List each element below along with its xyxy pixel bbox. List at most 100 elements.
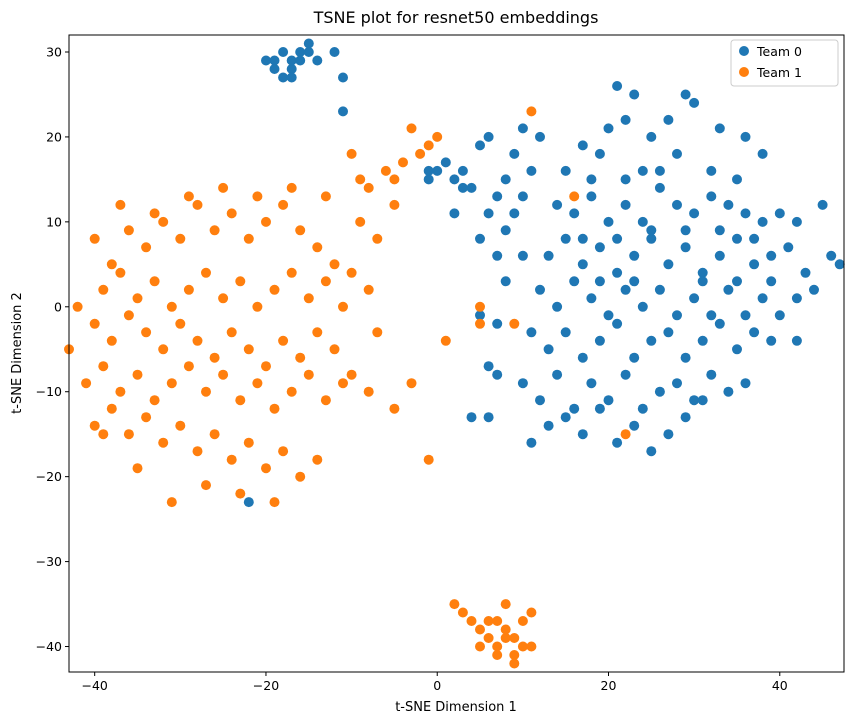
- y-tick-label: 20: [46, 129, 62, 144]
- x-tick-label: 40: [772, 678, 788, 693]
- point-team-1-129: [492, 650, 503, 660]
- point-team-0-55: [569, 208, 580, 219]
- point-team-0-96: [672, 310, 682, 321]
- point-team-1-40: [209, 352, 220, 363]
- point-team-0-78: [697, 267, 708, 278]
- point-team-0-48: [714, 123, 725, 134]
- point-team-1-44: [278, 335, 289, 346]
- point-team-1-78: [166, 497, 177, 508]
- point-team-0-122: [535, 395, 545, 406]
- point-team-1-94: [389, 199, 400, 210]
- point-team-0-92: [603, 310, 614, 321]
- point-team-1-72: [226, 454, 237, 465]
- x-tick-label: −40: [81, 678, 107, 693]
- point-team-1-15: [346, 267, 357, 278]
- y-tick-label: 30: [46, 44, 62, 59]
- point-team-1-127: [526, 607, 537, 618]
- point-team-0-67: [774, 208, 785, 219]
- point-team-0-43: [603, 123, 614, 134]
- point-team-1-76: [295, 471, 306, 482]
- point-team-0-60: [654, 182, 665, 193]
- point-team-0-45: [646, 131, 657, 142]
- point-team-0-151: [475, 310, 485, 321]
- point-team-0-76: [663, 259, 674, 270]
- point-team-0-87: [834, 259, 845, 270]
- point-team-1-112: [475, 318, 485, 329]
- point-team-1-119: [457, 607, 468, 618]
- point-team-1-98: [415, 148, 426, 159]
- point-team-0-170: [732, 276, 742, 287]
- point-team-0-167: [594, 276, 605, 287]
- y-tick-label: −10: [36, 384, 62, 399]
- point-team-0-18: [440, 157, 451, 168]
- point-team-1-52: [149, 395, 160, 406]
- point-team-1-105: [346, 369, 357, 380]
- point-team-0-138: [577, 429, 588, 440]
- point-team-0-47: [689, 97, 700, 108]
- point-team-1-21: [183, 284, 194, 295]
- point-team-0-20: [457, 165, 468, 176]
- point-team-1-9: [243, 233, 254, 244]
- point-team-0-26: [423, 165, 434, 176]
- point-team-1-38: [175, 318, 186, 329]
- point-team-1-80: [235, 488, 246, 499]
- point-team-1-135: [526, 641, 537, 652]
- point-team-0-117: [732, 344, 742, 355]
- point-team-0-146: [483, 412, 494, 423]
- point-team-0-40: [500, 276, 511, 287]
- point-team-0-85: [817, 199, 828, 210]
- point-team-0-7: [295, 55, 306, 66]
- point-team-0-64: [723, 199, 734, 210]
- point-team-1-8: [226, 208, 237, 219]
- point-team-1-125: [509, 633, 520, 643]
- point-team-0-65: [740, 208, 751, 219]
- point-team-0-15: [261, 55, 271, 66]
- point-team-0-34: [483, 208, 494, 219]
- point-team-1-46: [312, 327, 323, 338]
- point-team-1-58: [252, 378, 263, 389]
- point-team-0-100: [740, 310, 751, 321]
- point-team-1-91: [320, 191, 331, 202]
- point-team-0-90: [569, 276, 580, 287]
- legend-box: [730, 39, 839, 87]
- point-team-0-141: [629, 420, 640, 431]
- point-team-0-59: [637, 216, 648, 227]
- y-tick-label: 0: [54, 299, 62, 314]
- point-team-1-49: [98, 361, 109, 372]
- point-team-0-123: [552, 369, 563, 380]
- point-team-0-144: [680, 412, 691, 423]
- point-team-1-12: [295, 225, 306, 236]
- point-team-1-25: [252, 301, 263, 312]
- point-team-1-132: [483, 616, 494, 626]
- point-team-0-5: [286, 55, 297, 66]
- point-team-0-28: [535, 131, 545, 142]
- point-team-0-69: [543, 250, 554, 261]
- point-team-1-48: [81, 378, 92, 389]
- point-team-0-8: [269, 64, 280, 74]
- point-team-1-96: [380, 165, 391, 176]
- point-team-0-11: [329, 47, 340, 57]
- point-team-1-11: [278, 199, 289, 210]
- point-team-0-22: [475, 140, 485, 151]
- point-team-0-21: [466, 182, 477, 193]
- point-team-1-83: [98, 429, 109, 440]
- point-team-1-136: [492, 616, 503, 626]
- point-team-0-156: [706, 165, 717, 176]
- point-team-0-9: [312, 55, 323, 66]
- point-team-0-158: [654, 165, 665, 176]
- plot-area: [64, 34, 845, 673]
- point-team-1-134: [475, 641, 485, 652]
- point-team-0-91: [586, 293, 597, 304]
- point-team-0-42: [577, 140, 588, 151]
- point-team-0-74: [629, 250, 640, 261]
- legend: Team 0 Team 1: [730, 39, 839, 87]
- y-tick-label: −40: [36, 639, 62, 654]
- point-team-1-47: [329, 344, 340, 355]
- point-team-0-95: [654, 284, 665, 295]
- point-team-1-17: [115, 267, 126, 278]
- point-team-0-31: [500, 174, 511, 185]
- point-team-1-93: [372, 233, 383, 244]
- point-team-0-49: [740, 131, 751, 142]
- point-team-1-85: [115, 199, 126, 210]
- point-team-0-105: [526, 327, 537, 338]
